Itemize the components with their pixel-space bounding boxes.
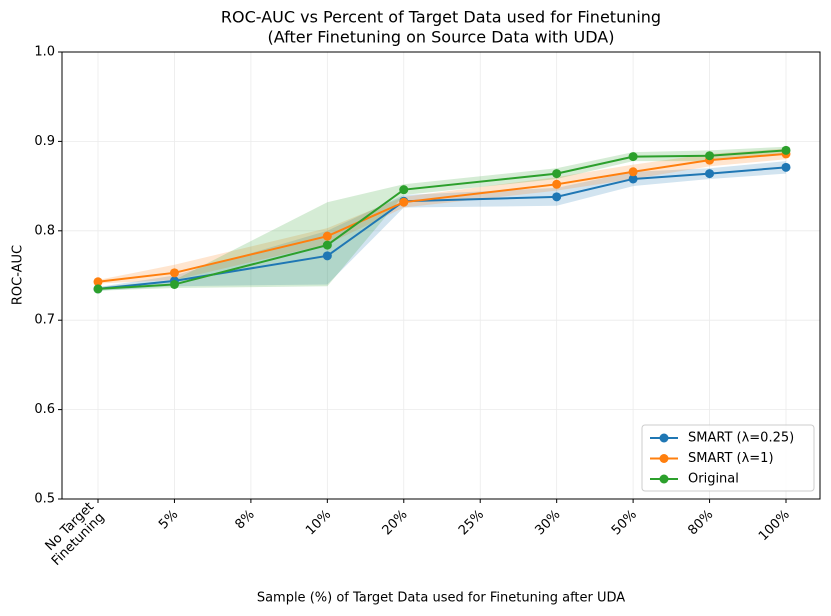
x-tick-label: 20% bbox=[380, 507, 411, 538]
data-point bbox=[705, 151, 715, 161]
y-tick-label: 0.7 bbox=[34, 313, 55, 328]
legend-label: SMART (λ=1) bbox=[688, 451, 774, 466]
x-tick-label: 25% bbox=[456, 507, 487, 538]
data-point bbox=[169, 279, 179, 289]
legend-marker bbox=[659, 454, 669, 463]
series-line bbox=[97, 152, 787, 283]
legend-label: Original bbox=[688, 472, 739, 487]
y-tick-label: 1.0 bbox=[34, 45, 55, 60]
data-point bbox=[552, 169, 562, 179]
confidence-band bbox=[98, 148, 786, 284]
y-axis-label: ROC-AUC bbox=[11, 245, 26, 305]
confidence-band bbox=[98, 146, 786, 291]
data-point bbox=[628, 174, 638, 184]
data-point bbox=[322, 240, 332, 250]
x-tick-label: 10% bbox=[303, 507, 334, 538]
series-line bbox=[97, 166, 787, 290]
x-tick-label: 8% bbox=[233, 507, 258, 532]
data-point bbox=[399, 185, 409, 195]
confidence-band bbox=[98, 161, 786, 291]
chart-title: ROC-AUC vs Percent of Target Data used f… bbox=[221, 8, 661, 27]
plot-frame bbox=[61, 51, 821, 500]
legend-marker bbox=[659, 474, 669, 484]
data-point bbox=[552, 192, 562, 202]
data-point bbox=[628, 152, 638, 162]
x-tick-label: 100% bbox=[756, 507, 793, 544]
data-point bbox=[781, 162, 791, 172]
x-tick-label: 50% bbox=[609, 507, 640, 538]
data-point bbox=[322, 231, 332, 241]
y-tick-label: 0.6 bbox=[34, 402, 55, 417]
data-point bbox=[552, 179, 562, 189]
data-point bbox=[322, 251, 332, 261]
data-point bbox=[628, 167, 638, 177]
x-tick-label: No TargetFinetuning bbox=[38, 499, 107, 568]
legend-marker bbox=[659, 433, 669, 443]
legend-box bbox=[641, 424, 815, 492]
legend-label: SMART (λ=0.25) bbox=[688, 431, 794, 446]
x-tick-label: 30% bbox=[532, 507, 563, 538]
data-point bbox=[93, 277, 103, 287]
series-line bbox=[97, 149, 787, 290]
data-point bbox=[93, 284, 103, 294]
data-point bbox=[169, 268, 179, 278]
data-point bbox=[705, 169, 715, 179]
data-point bbox=[399, 197, 409, 207]
x-axis-label: Sample (%) of Target Data used for Finet… bbox=[257, 591, 625, 606]
y-tick-label: 0.5 bbox=[34, 492, 55, 507]
chart-subtitle: (After Finetuning on Source Data with UD… bbox=[268, 28, 615, 47]
data-point bbox=[781, 145, 791, 155]
y-tick-label: 0.9 bbox=[34, 134, 55, 149]
x-tick-label: 80% bbox=[685, 507, 716, 538]
x-tick-label: 5% bbox=[156, 507, 181, 532]
y-tick-label: 0.8 bbox=[34, 223, 55, 238]
